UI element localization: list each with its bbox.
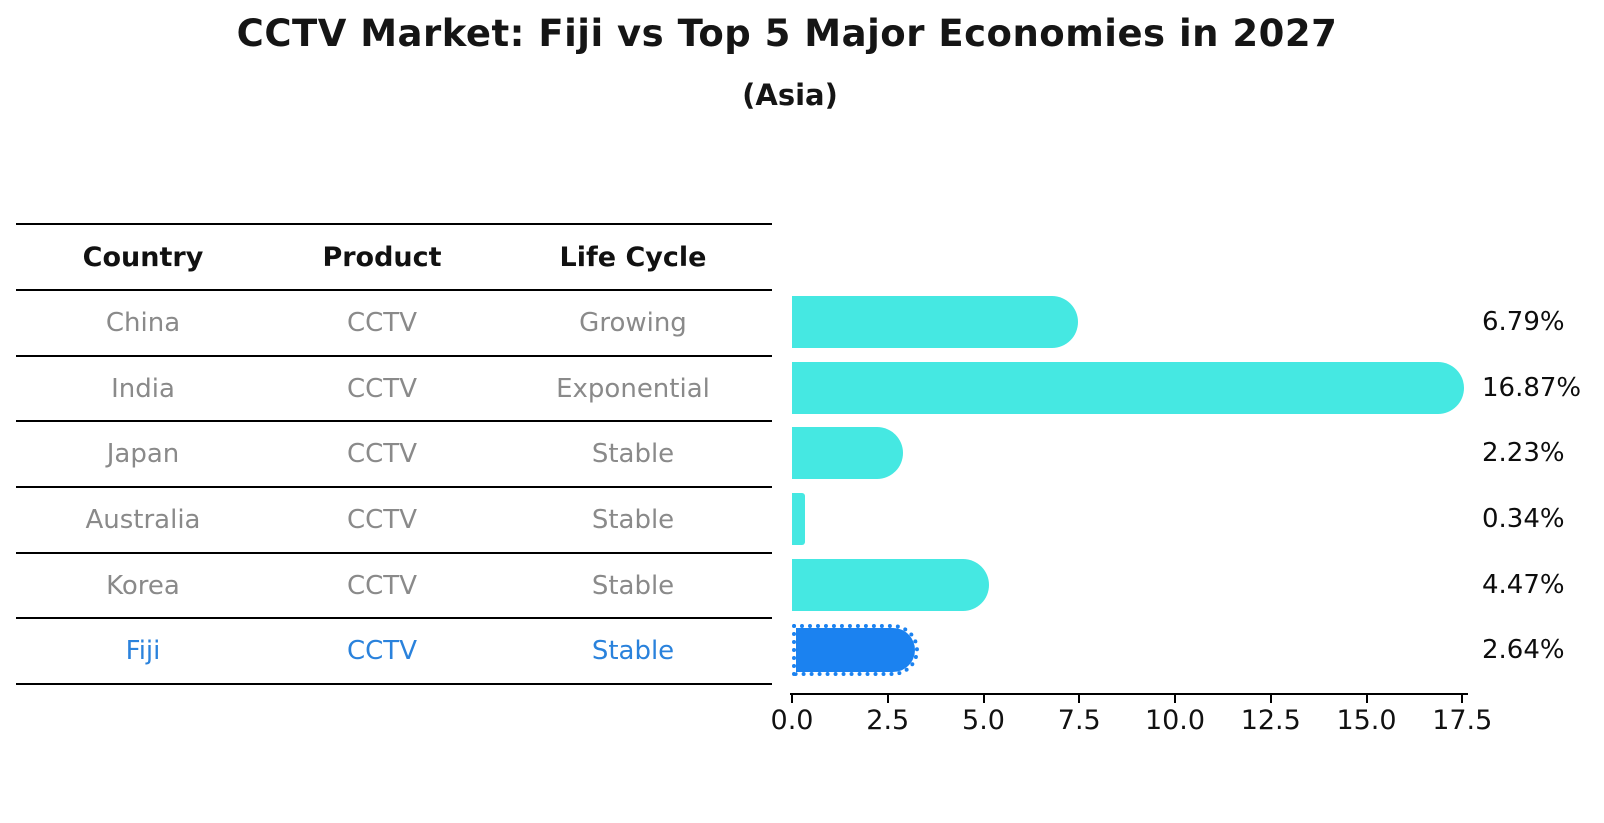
bar-australia [792, 492, 806, 545]
chart-subtitle: (Asia) [742, 78, 838, 112]
country-table: Country Product Life Cycle China CCTV Gr… [16, 223, 772, 686]
cell-life-cycle: Exponential [556, 373, 710, 404]
x-tick [791, 695, 793, 703]
cell-life-cycle: Stable [591, 439, 675, 470]
value-label-japan: 2.23% [1482, 438, 1565, 469]
x-tick [886, 695, 889, 703]
x-tick [982, 695, 985, 703]
x-tick [1269, 695, 1272, 703]
value-label-korea: 4.47% [1482, 569, 1565, 600]
cell-country: Japan [106, 439, 180, 470]
bar-japan [792, 427, 904, 480]
cell-product: CCTV [347, 570, 417, 601]
x-tick-label: 2.5 [866, 705, 910, 736]
value-label-fiji: 2.64% [1482, 635, 1565, 666]
x-tick-label: 10.0 [1144, 705, 1206, 736]
cell-life-cycle: Stable [591, 570, 675, 601]
bar-korea [792, 558, 990, 611]
cell-product: CCTV [347, 373, 417, 404]
x-tick [1078, 695, 1081, 703]
cell-country: India [111, 373, 175, 404]
x-tick-label: 12.5 [1240, 705, 1301, 736]
table-row: Fiji CCTV Stable [16, 619, 772, 686]
bar-fiji [792, 624, 920, 677]
table-row: Japan CCTV Stable [16, 422, 772, 489]
cell-life-cycle: Stable [591, 636, 675, 667]
cell-product: CCTV [347, 307, 417, 338]
x-axis-spine [790, 693, 1468, 695]
table-row: Australia CCTV Stable [16, 488, 772, 554]
table-row: Korea CCTV Stable [16, 554, 772, 620]
x-tick-label: 15.0 [1336, 705, 1397, 736]
x-tick-label: 5.0 [962, 705, 1005, 736]
x-tick-label: 17.5 [1432, 705, 1493, 736]
cell-country: Korea [106, 570, 180, 601]
table-row: India CCTV Exponential [16, 357, 772, 423]
bar-india [792, 361, 1465, 414]
cell-country: Australia [85, 504, 201, 535]
x-tick-label: 7.5 [1057, 705, 1101, 736]
chart-title: CCTV Market: Fiji vs Top 5 Major Economi… [236, 12, 1338, 55]
cell-product: CCTV [347, 439, 417, 470]
col-header-country: Country [82, 241, 204, 273]
cell-country: China [105, 307, 181, 338]
cell-life-cycle: Stable [591, 504, 675, 535]
table-row: China CCTV Growing [16, 291, 772, 357]
value-label-india: 16.87% [1482, 372, 1582, 403]
col-header-life-cycle: Life Cycle [559, 241, 707, 273]
value-label-australia: 0.34% [1482, 503, 1565, 534]
cell-product: CCTV [347, 636, 417, 667]
x-tick [1174, 695, 1176, 703]
table-header-row: Country Product Life Cycle [16, 225, 772, 291]
cell-life-cycle: Growing [579, 307, 687, 338]
bar-china [792, 295, 1079, 348]
cell-country: Fiji [125, 636, 161, 667]
x-tick [1365, 695, 1368, 703]
col-header-product: Product [322, 241, 442, 273]
cell-product: CCTV [347, 504, 417, 535]
x-tick-label: 0.0 [770, 705, 814, 736]
x-tick [1461, 695, 1464, 703]
value-label-china: 6.79% [1482, 306, 1565, 337]
